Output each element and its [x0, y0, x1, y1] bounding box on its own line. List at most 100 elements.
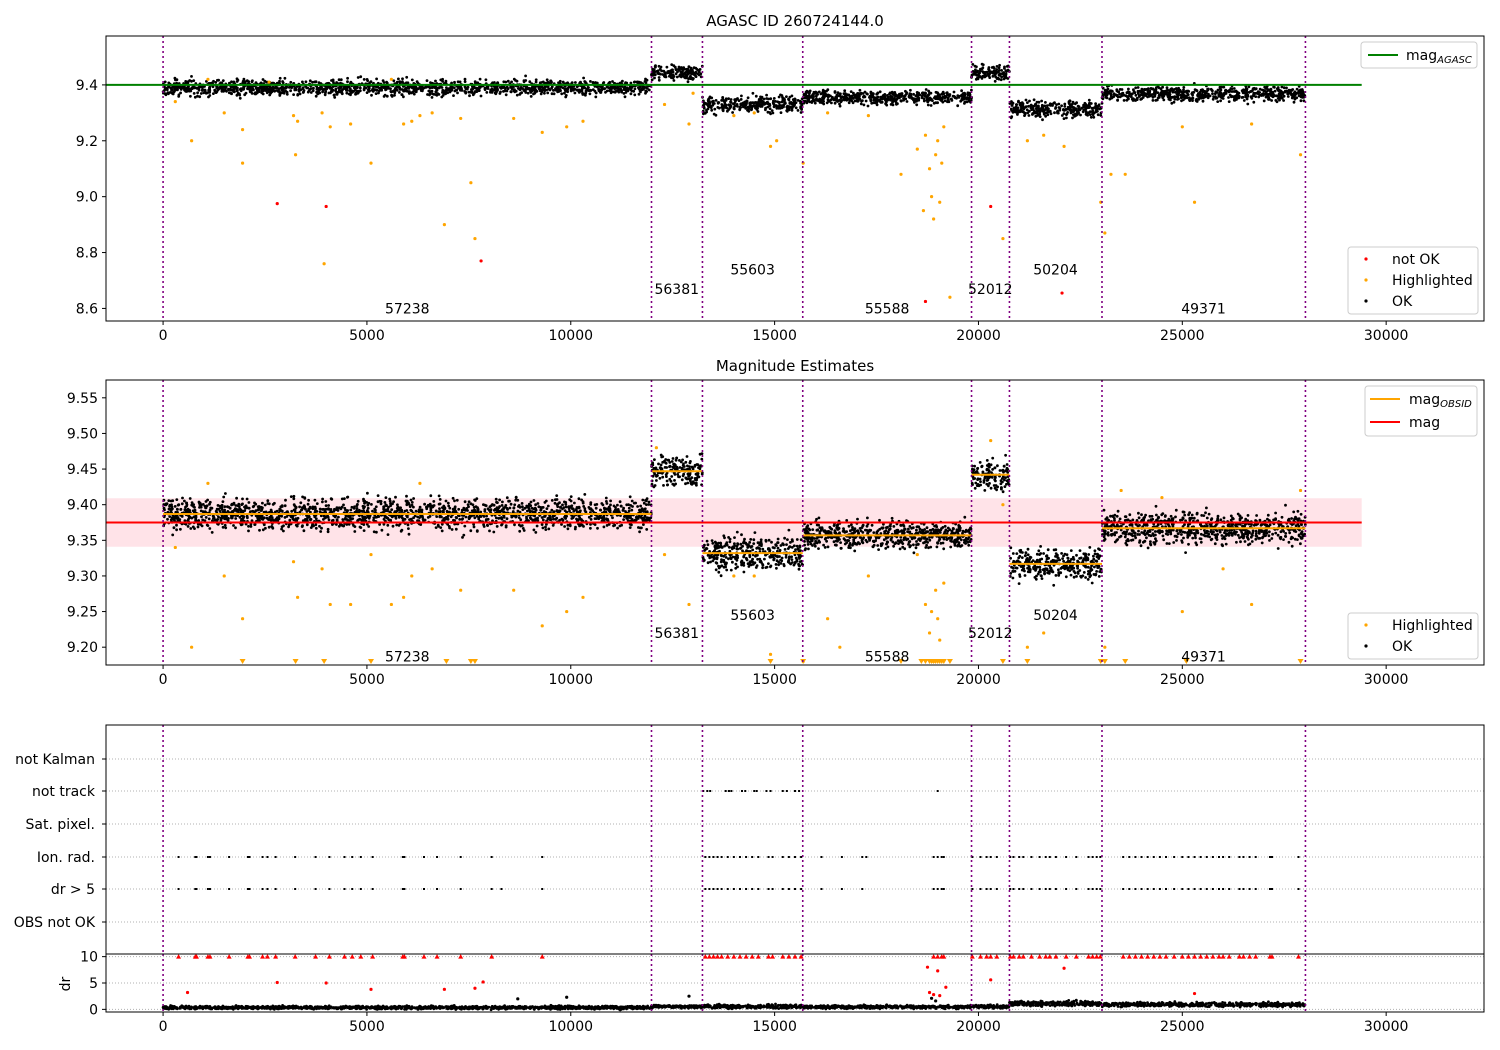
- ok-point: [651, 71, 655, 75]
- ok-point: [768, 107, 772, 110]
- ok-point: [1043, 104, 1047, 108]
- highlighted-point: [732, 114, 736, 118]
- ok-point: [624, 510, 627, 513]
- ok-point: [327, 504, 330, 507]
- ok-point: [804, 99, 807, 103]
- ok-point: [647, 500, 651, 504]
- highlighted-point: [915, 147, 919, 151]
- panel-estimates: Magnitude Estimates 57238563815560355588…: [67, 357, 1485, 688]
- ok-point: [630, 508, 634, 512]
- ok-point: [1194, 88, 1198, 92]
- ok-point: [632, 501, 636, 505]
- ok-point: [582, 505, 586, 508]
- ok-point: [787, 108, 791, 112]
- ok-point: [473, 90, 477, 94]
- ok-point: [927, 89, 930, 93]
- ok-point: [755, 108, 759, 111]
- ok-point: [463, 500, 467, 504]
- ok-point: [869, 91, 873, 95]
- ok-point: [772, 97, 776, 100]
- ok-point: [793, 97, 797, 101]
- ok-point: [1170, 96, 1173, 99]
- ok-point: [464, 90, 468, 94]
- ok-point: [582, 86, 586, 89]
- ok-point: [463, 80, 467, 83]
- ok-point: [393, 93, 396, 97]
- ok-point: [1101, 93, 1105, 96]
- ok-point: [192, 92, 196, 95]
- ok-point: [1236, 91, 1240, 95]
- x-tick-label: 20000: [956, 328, 1001, 344]
- highlighted-point: [934, 153, 938, 157]
- ok-point: [473, 516, 477, 520]
- ok-point: [1071, 116, 1074, 120]
- ok-point: [563, 91, 566, 95]
- ok-point: [1202, 90, 1205, 93]
- ok-point: [875, 92, 879, 96]
- ok-point: [1211, 97, 1215, 101]
- ok-point: [418, 86, 422, 90]
- ok-point: [594, 506, 598, 510]
- ok-point: [543, 501, 547, 504]
- ok-point: [770, 109, 774, 112]
- ok-point: [217, 515, 220, 519]
- ok-point: [856, 92, 859, 95]
- ok-point: [605, 500, 608, 503]
- ok-point: [566, 90, 569, 94]
- highlighted-point: [826, 111, 830, 115]
- ok-point: [594, 95, 598, 99]
- ok-point: [1130, 97, 1134, 101]
- ok-point: [427, 89, 431, 93]
- ok-point: [201, 86, 204, 89]
- ok-point: [604, 496, 608, 500]
- ok-point: [376, 500, 380, 504]
- ok-point: [607, 81, 611, 85]
- ok-point: [405, 87, 408, 91]
- ok-point: [337, 89, 341, 93]
- ok-point: [861, 92, 865, 95]
- ok-point: [943, 99, 947, 103]
- ok-point: [305, 510, 309, 513]
- ok-point: [493, 87, 497, 90]
- ok-point: [729, 101, 733, 104]
- ok-point: [1024, 98, 1028, 102]
- ok-point: [224, 526, 228, 530]
- ok-point: [1153, 93, 1157, 96]
- ok-point: [184, 81, 188, 85]
- ok-point: [541, 87, 545, 91]
- ok-point: [285, 85, 288, 89]
- ok-point: [1040, 103, 1044, 107]
- ok-point: [365, 91, 369, 94]
- ok-point: [337, 87, 341, 90]
- highlighted-point: [222, 111, 226, 115]
- ok-point: [1226, 89, 1230, 93]
- ok-point: [722, 99, 726, 103]
- obsid-label: 52012: [968, 282, 1013, 298]
- highlighted-point: [267, 80, 271, 84]
- ok-point: [967, 97, 971, 101]
- ok-point: [1164, 89, 1168, 93]
- ok-point: [311, 89, 315, 93]
- ok-point: [835, 95, 839, 99]
- obsid-label: 55603: [730, 262, 775, 278]
- not-ok-point: [479, 259, 483, 263]
- ok-point: [522, 529, 526, 532]
- ok-point: [267, 89, 271, 92]
- ok-point: [260, 515, 264, 518]
- ok-point: [242, 77, 246, 81]
- ok-point: [294, 506, 298, 510]
- ok-point: [903, 94, 907, 97]
- ok-point: [538, 89, 542, 93]
- ok-point: [1277, 92, 1281, 95]
- ok-point: [320, 526, 323, 530]
- ok-point: [302, 506, 305, 510]
- ok-point: [540, 85, 544, 89]
- highlighted-point: [866, 114, 870, 118]
- ok-point: [241, 502, 244, 506]
- ok-point: [256, 505, 260, 508]
- ok-point: [1283, 89, 1287, 93]
- ok-point: [339, 78, 343, 82]
- ok-point: [311, 505, 315, 509]
- ok-point: [757, 104, 761, 108]
